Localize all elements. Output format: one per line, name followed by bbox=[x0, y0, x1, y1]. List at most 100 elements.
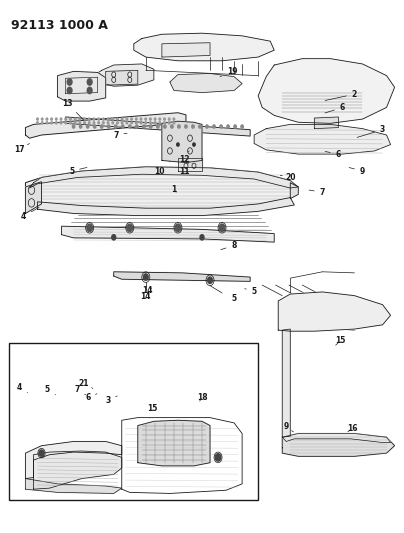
Text: 5: 5 bbox=[231, 294, 237, 303]
Circle shape bbox=[93, 125, 96, 128]
Circle shape bbox=[199, 125, 201, 128]
Polygon shape bbox=[94, 64, 154, 86]
Text: 10: 10 bbox=[155, 161, 170, 175]
Text: 3: 3 bbox=[105, 395, 117, 405]
Circle shape bbox=[88, 122, 90, 124]
Text: 3: 3 bbox=[357, 125, 385, 138]
Circle shape bbox=[60, 122, 62, 124]
Circle shape bbox=[55, 122, 57, 124]
Circle shape bbox=[159, 118, 161, 120]
Polygon shape bbox=[61, 226, 274, 242]
Text: 6: 6 bbox=[85, 393, 97, 402]
Circle shape bbox=[112, 122, 114, 124]
Polygon shape bbox=[134, 33, 274, 61]
Circle shape bbox=[121, 122, 123, 124]
Text: 14: 14 bbox=[141, 292, 151, 301]
Circle shape bbox=[145, 122, 147, 124]
Text: 4: 4 bbox=[21, 207, 39, 221]
Circle shape bbox=[107, 118, 109, 120]
Circle shape bbox=[185, 125, 187, 128]
Circle shape bbox=[171, 125, 173, 128]
Circle shape bbox=[98, 122, 99, 124]
Circle shape bbox=[101, 125, 103, 128]
Circle shape bbox=[103, 118, 104, 120]
Circle shape bbox=[117, 122, 118, 124]
Polygon shape bbox=[29, 167, 298, 188]
Polygon shape bbox=[122, 418, 242, 494]
Polygon shape bbox=[290, 183, 298, 199]
Text: 1: 1 bbox=[171, 185, 177, 194]
Text: 19: 19 bbox=[220, 67, 237, 77]
Circle shape bbox=[72, 125, 75, 128]
Circle shape bbox=[51, 118, 53, 120]
Text: 9: 9 bbox=[284, 422, 293, 432]
Text: 13: 13 bbox=[62, 99, 84, 120]
Circle shape bbox=[149, 125, 152, 128]
Circle shape bbox=[178, 125, 180, 128]
Circle shape bbox=[112, 235, 116, 240]
Circle shape bbox=[65, 118, 67, 120]
Circle shape bbox=[168, 122, 170, 124]
Circle shape bbox=[173, 122, 175, 124]
Circle shape bbox=[93, 122, 95, 124]
Text: 6: 6 bbox=[325, 103, 345, 113]
Circle shape bbox=[87, 87, 92, 94]
Circle shape bbox=[39, 450, 44, 456]
Text: 92113 1000 A: 92113 1000 A bbox=[11, 19, 108, 32]
Circle shape bbox=[55, 118, 57, 120]
Circle shape bbox=[135, 122, 137, 124]
Circle shape bbox=[65, 122, 67, 124]
Circle shape bbox=[37, 118, 38, 120]
Circle shape bbox=[84, 122, 85, 124]
Text: 21: 21 bbox=[78, 378, 93, 389]
Polygon shape bbox=[162, 43, 210, 57]
Polygon shape bbox=[25, 182, 42, 214]
Circle shape bbox=[154, 122, 156, 124]
Polygon shape bbox=[162, 121, 202, 163]
Circle shape bbox=[107, 122, 109, 124]
Polygon shape bbox=[170, 74, 242, 93]
Circle shape bbox=[143, 274, 148, 280]
Polygon shape bbox=[25, 113, 186, 138]
Circle shape bbox=[126, 118, 128, 120]
Text: 15: 15 bbox=[335, 336, 345, 345]
Text: 20: 20 bbox=[280, 173, 295, 182]
Circle shape bbox=[128, 125, 131, 128]
Polygon shape bbox=[114, 272, 250, 281]
Circle shape bbox=[80, 125, 82, 128]
Circle shape bbox=[157, 125, 159, 128]
Text: 9: 9 bbox=[349, 166, 365, 175]
Text: 7: 7 bbox=[74, 385, 86, 395]
Circle shape bbox=[140, 118, 142, 120]
Polygon shape bbox=[38, 198, 294, 216]
Polygon shape bbox=[25, 441, 122, 479]
Circle shape bbox=[131, 122, 133, 124]
Polygon shape bbox=[34, 451, 122, 489]
Text: 7: 7 bbox=[309, 188, 325, 197]
Circle shape bbox=[114, 125, 117, 128]
Bar bbox=[9, 343, 258, 500]
Text: 17: 17 bbox=[14, 143, 29, 155]
Circle shape bbox=[213, 125, 215, 128]
Circle shape bbox=[127, 224, 133, 231]
Polygon shape bbox=[65, 77, 98, 94]
Circle shape bbox=[69, 122, 71, 124]
Text: 16: 16 bbox=[347, 424, 358, 433]
Circle shape bbox=[107, 125, 110, 128]
Circle shape bbox=[135, 118, 137, 120]
Circle shape bbox=[143, 125, 145, 128]
Circle shape bbox=[88, 118, 90, 120]
Circle shape bbox=[154, 118, 156, 120]
Circle shape bbox=[122, 125, 124, 128]
Text: 6: 6 bbox=[325, 150, 341, 159]
Circle shape bbox=[215, 454, 221, 461]
Text: 5: 5 bbox=[69, 166, 87, 175]
Circle shape bbox=[51, 122, 53, 124]
Circle shape bbox=[93, 118, 95, 120]
Circle shape bbox=[159, 122, 161, 124]
Circle shape bbox=[192, 125, 194, 128]
Circle shape bbox=[87, 224, 93, 231]
Circle shape bbox=[136, 125, 138, 128]
Polygon shape bbox=[282, 433, 391, 442]
Text: 5: 5 bbox=[245, 287, 257, 296]
